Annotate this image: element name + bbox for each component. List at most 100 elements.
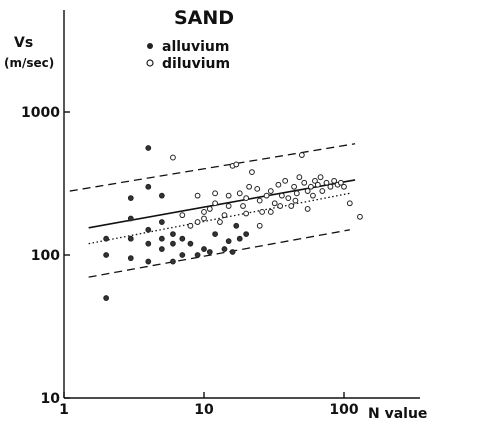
alluvium-point-6	[145, 145, 152, 151]
diluvium-point-19	[259, 209, 265, 215]
alluvium-point-31	[145, 183, 152, 190]
diluvium-point-45	[341, 183, 347, 190]
alluvium-point-15	[170, 231, 176, 238]
legend-diluvium-label: diluvium	[162, 56, 230, 72]
alluvium-point-22	[212, 231, 218, 238]
x-tick-label-2: 100	[329, 402, 358, 418]
alluvium-point-29	[127, 195, 134, 201]
diluvium-point-20	[263, 192, 270, 199]
diluvium-point-9	[225, 192, 232, 199]
diluvium-point-29	[293, 190, 300, 197]
diluvium-point-25	[282, 177, 289, 184]
diluvium-point-8	[221, 212, 228, 219]
alluvium-point-30	[158, 192, 165, 199]
x-tick-label-0: 1	[59, 402, 69, 418]
y-tick-label-2: 1000	[21, 105, 60, 121]
diluvium-point-34	[307, 183, 314, 190]
diluvium-point-21	[267, 188, 274, 194]
diluvium-point-2	[194, 192, 201, 199]
diluvium-point-53	[212, 190, 218, 197]
diluvium-point-12	[236, 190, 243, 197]
alluvium-point-12	[158, 219, 165, 225]
diluvium-point-7	[217, 219, 223, 225]
diluvium-point-32	[301, 179, 308, 186]
diluvium-point-37	[314, 181, 321, 188]
diluvium-point-1	[187, 222, 194, 229]
alluvium-point-13	[170, 258, 176, 265]
diluvium-point-48	[256, 222, 263, 229]
alluvium-point-16	[179, 252, 186, 258]
line-dashed-lower	[88, 229, 350, 278]
diluvium-point-44	[337, 179, 344, 186]
diluvium-point-16	[249, 169, 255, 175]
x-tick-label-1: 10	[194, 402, 214, 418]
diluvium-point-11	[233, 161, 240, 168]
y-axis-unit: (m/sec)	[4, 56, 54, 70]
diluvium-point-51	[292, 197, 299, 204]
legend-alluvium-label: alluvium	[162, 39, 230, 55]
diluvium-point-39	[319, 188, 326, 194]
alluvium-point-14	[170, 240, 176, 247]
diluvium-point-27	[288, 203, 295, 209]
alluvium-point-25	[229, 249, 236, 255]
diluvium-point-46	[346, 200, 353, 207]
diluvium-point-15	[246, 183, 253, 190]
alluvium-point-4	[127, 235, 134, 242]
y-axis-label: Vs	[14, 35, 33, 51]
diluvium-point-5	[206, 206, 213, 212]
diluvium-point-6	[212, 200, 218, 207]
diluvium-point-13	[240, 203, 246, 209]
diluvium-point-3	[201, 215, 207, 222]
alluvium-point-7	[145, 258, 152, 265]
y-tick-label-1: 100	[31, 248, 60, 264]
alluvium-point-20	[201, 246, 207, 252]
alluvium-point-2	[103, 235, 110, 242]
diluvium-point-42	[331, 177, 338, 184]
diluvium-point-18	[256, 197, 263, 204]
diluvium-point-23	[275, 181, 282, 188]
alluvium-point-10	[158, 246, 165, 252]
line-dotted	[88, 192, 350, 245]
alluvium-point-5	[127, 215, 134, 222]
alluvium-point-0	[103, 295, 110, 301]
alluvium-point-26	[233, 222, 240, 229]
diluvium-point-47	[357, 213, 363, 220]
data-points	[103, 145, 363, 301]
alluvium-point-27	[236, 235, 243, 242]
diluvium-point-35	[310, 192, 316, 199]
alluvium-point-28	[243, 231, 250, 238]
alluvium-point-21	[206, 249, 213, 255]
diluvium-point-36	[312, 177, 318, 184]
fit-lines	[69, 143, 356, 278]
diluvium-point-52	[304, 206, 311, 212]
diluvium-point-40	[323, 179, 330, 186]
diluvium-point-50	[277, 203, 284, 209]
alluvium-point-18	[187, 240, 194, 247]
diluvium-point-17	[254, 185, 261, 192]
diluvium-point-31	[298, 152, 305, 158]
legend-alluvium-marker	[147, 43, 153, 49]
diluvium-point-26	[285, 195, 292, 201]
alluvium-point-19	[194, 252, 201, 258]
diluvium-point-28	[291, 183, 297, 190]
alluvium-point-24	[225, 238, 232, 245]
alluvium-point-23	[221, 246, 228, 252]
diluvium-point-38	[317, 174, 324, 181]
diluvium-point-24	[278, 192, 285, 199]
alluvium-point-11	[158, 235, 165, 242]
alluvium-point-17	[179, 235, 186, 242]
diluvium-point-0	[170, 154, 176, 161]
diluvium-point-56	[179, 212, 186, 219]
x-axis-label: N value	[368, 406, 427, 422]
diluvium-point-30	[296, 174, 303, 181]
alluvium-point-3	[127, 255, 134, 262]
y-tick-label-0: 10	[41, 391, 61, 407]
alluvium-point-1	[103, 252, 110, 258]
alluvium-point-9	[145, 226, 152, 233]
alluvium-point-8	[145, 240, 152, 247]
diluvium-point-4	[201, 209, 207, 215]
diluvium-point-14	[243, 195, 250, 201]
diluvium-point-57	[225, 203, 232, 209]
